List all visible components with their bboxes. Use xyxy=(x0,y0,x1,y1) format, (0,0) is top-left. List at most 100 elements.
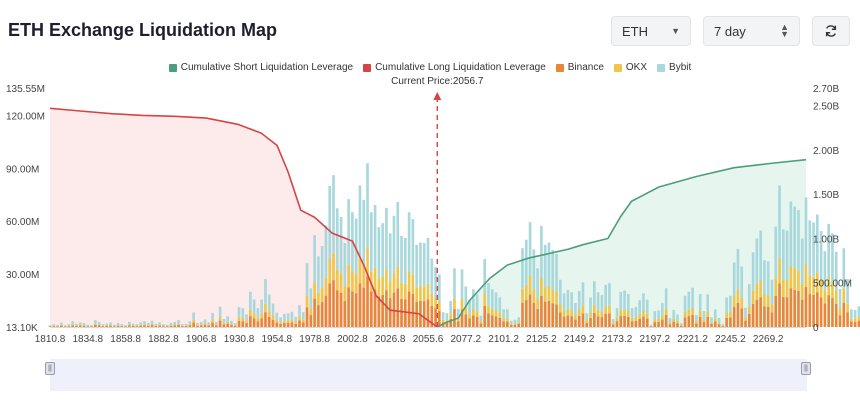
bar-binance xyxy=(309,315,313,327)
bar-binance xyxy=(48,326,52,327)
bar-binance xyxy=(460,309,464,327)
bar-bybit xyxy=(547,242,551,286)
bar-binance xyxy=(407,291,411,327)
bar-bybit xyxy=(536,268,539,299)
bar-okx xyxy=(252,313,256,319)
bar-bybit xyxy=(506,309,509,319)
bar-okx xyxy=(487,305,490,314)
legend-label-long: Cumulative Long Liquidation Leverage xyxy=(375,62,546,73)
y-right-tick-label: 1.00B xyxy=(813,234,839,245)
bar-bybit xyxy=(313,235,316,283)
bar-bybit xyxy=(634,307,638,318)
refresh-button[interactable] xyxy=(812,16,850,46)
bar-binance xyxy=(456,321,460,327)
bar-bybit xyxy=(218,306,222,318)
bar-binance xyxy=(483,306,487,327)
bar-binance xyxy=(90,326,93,327)
bar-bybit xyxy=(562,293,566,311)
bar-binance xyxy=(354,293,358,327)
bar-okx xyxy=(619,309,623,317)
bar-bybit xyxy=(589,297,592,313)
bar-binance xyxy=(445,322,449,327)
x-tick-label: 2245.2 xyxy=(715,334,746,345)
bar-okx xyxy=(453,298,456,309)
bar-okx xyxy=(279,322,282,325)
bar-okx xyxy=(347,264,350,288)
bar-binance xyxy=(256,321,260,327)
bar-okx xyxy=(78,324,82,326)
x-tick-label: 2197.2 xyxy=(640,334,671,345)
bar-okx xyxy=(267,311,271,317)
bar-binance xyxy=(702,322,706,327)
bar-bybit xyxy=(819,231,823,281)
legend-item-long[interactable]: Cumulative Long Liquidation Leverage xyxy=(363,62,546,73)
x-tick-label: 2055.6 xyxy=(413,334,444,345)
bar-binance xyxy=(592,312,596,327)
bar-okx xyxy=(434,297,437,309)
bar-binance xyxy=(184,325,188,327)
bar-binance xyxy=(846,312,849,327)
y-right-tick-label: 1.50B xyxy=(813,190,839,201)
bar-bybit xyxy=(850,309,853,319)
bar-binance xyxy=(638,318,642,327)
bar-bybit xyxy=(230,320,233,325)
x-tick-label: 2026.8 xyxy=(375,334,406,345)
legend-item-bybit[interactable]: Bybit xyxy=(657,62,691,73)
legend-item-binance[interactable]: Binance xyxy=(555,62,604,73)
bar-okx xyxy=(634,317,638,321)
bar-okx xyxy=(52,325,56,327)
bar-bybit xyxy=(789,201,793,266)
bar-okx xyxy=(524,284,528,301)
bar-okx xyxy=(581,305,585,314)
legend-item-okx[interactable]: OKX xyxy=(613,62,647,73)
bar-bybit xyxy=(604,284,607,307)
bar-bybit xyxy=(453,268,456,299)
bar-bybit xyxy=(90,325,93,327)
bar-binance xyxy=(199,325,203,327)
bar-binance xyxy=(358,283,362,327)
bar-okx xyxy=(577,309,581,316)
slider-handle-left[interactable]: || xyxy=(45,362,55,375)
y-right-tick-label: 0 xyxy=(813,323,819,334)
bar-bybit xyxy=(60,322,63,325)
bar-okx xyxy=(540,277,543,296)
bar-binance xyxy=(260,318,264,327)
bar-bybit xyxy=(797,210,800,271)
bar-bybit xyxy=(759,230,762,281)
legend-item-short[interactable]: Cumulative Short Liquidation Leverage xyxy=(168,62,353,73)
bar-binance xyxy=(369,291,373,327)
bar-okx xyxy=(173,324,177,326)
bar-binance xyxy=(63,326,67,327)
bar-binance xyxy=(521,302,524,327)
bar-okx xyxy=(683,311,687,318)
slider-handle-right[interactable]: || xyxy=(801,362,811,375)
bar-bybit xyxy=(131,323,135,326)
bar-binance xyxy=(558,312,562,327)
legend-label-bybit: Bybit xyxy=(669,62,692,73)
bar-binance xyxy=(857,320,860,327)
bar-bybit xyxy=(388,233,392,282)
range-select[interactable]: 7 day ▲ ▼ xyxy=(703,16,800,46)
bar-bybit xyxy=(56,324,59,326)
bar-okx xyxy=(558,304,562,313)
bar-okx xyxy=(672,318,676,322)
bar-binance xyxy=(366,276,369,327)
bar-bybit xyxy=(676,314,679,321)
bar-okx xyxy=(717,322,721,325)
bar-binance xyxy=(335,290,339,327)
bar-okx xyxy=(460,298,464,310)
range-slider[interactable] xyxy=(50,359,807,391)
x-tick-label: 2077.2 xyxy=(451,334,482,345)
bar-binance xyxy=(615,321,619,327)
bar-okx xyxy=(698,310,702,317)
bar-bybit xyxy=(615,308,619,318)
bar-binance xyxy=(146,325,150,327)
bar-okx xyxy=(358,258,362,284)
bar-bybit xyxy=(623,290,626,310)
bar-okx xyxy=(317,292,320,306)
bar-bybit xyxy=(445,313,449,321)
bar-binance xyxy=(343,301,347,327)
coin-select[interactable]: ETH ▼ xyxy=(611,16,691,46)
bar-bybit xyxy=(649,324,653,326)
bar-binance xyxy=(207,325,211,327)
